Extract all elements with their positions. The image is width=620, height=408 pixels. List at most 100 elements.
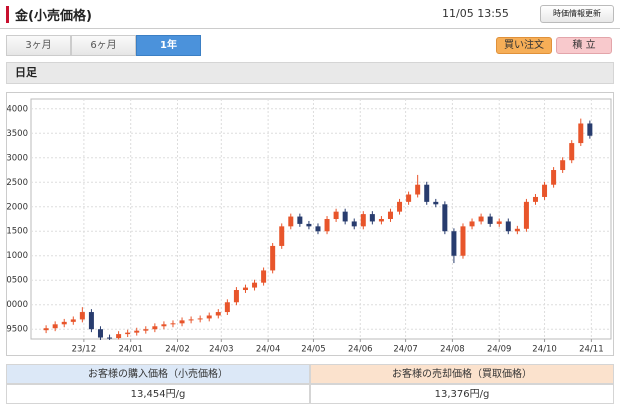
candle-body [333,211,339,219]
tab[interactable]: 3ヶ月 [6,35,71,56]
candle-body [179,320,185,324]
x-tick-label: 24/03 [209,345,234,355]
x-tick-label: 24/09 [487,345,512,355]
candle-body [215,312,221,316]
candle-body [451,231,457,256]
y-tick-label: 11500 [7,227,28,237]
chart-container: 9500 10000 10500 11000 11500 12000 12500 13000 1… [1,92,614,356]
candle-body [161,324,167,327]
table-value: 13,376円/g [310,384,614,404]
candle-body [270,245,276,271]
tab[interactable]: 6ヶ月 [71,35,136,56]
candle-body [261,270,267,283]
candle-body [315,226,321,232]
candle-body [532,196,538,202]
x-tick-label: 24/08 [440,345,465,355]
candle-body [587,123,593,136]
candle-body [487,216,493,224]
candle-body [134,330,140,333]
divider [0,28,620,29]
candle-body [505,221,511,232]
candle-body [523,201,529,229]
candle-body [415,184,421,195]
candle-body [406,194,412,202]
candle-body [242,287,248,291]
candle-body [324,219,330,232]
plot-area [30,98,612,340]
accumulate-button[interactable]: 積 立 [556,37,612,54]
candle-body [369,214,375,222]
buy-button[interactable]: 買い注文 [496,37,552,54]
candle-body [288,216,294,227]
x-tick-label: 24/04 [256,345,281,355]
candle-body [306,223,312,227]
y-tick-label: 10000 [7,300,28,310]
candle-body [143,329,149,331]
candle-body [116,334,122,339]
candle-body [79,312,85,320]
y-tick-label: 11000 [7,251,28,261]
x-tick-label: 24/10 [532,345,557,355]
candle-body [297,216,303,224]
refresh-button[interactable]: 時価情報更新 [540,5,614,23]
candle-body [43,328,49,331]
candle-body [224,302,230,313]
refresh-label: 時価情報更新 [553,9,601,18]
candle-body [496,221,502,224]
x-tick-label: 24/07 [393,345,418,355]
candle-body [433,201,439,205]
table-value: 13,454円/g [6,384,310,404]
header-accent [6,6,9,23]
candle-body [551,170,557,185]
candle-body [387,211,393,219]
candle-body [342,211,348,222]
candle-body [360,214,366,227]
candle-body [70,319,76,322]
y-tick-label: 10500 [7,276,28,286]
candle-body [152,326,158,330]
page-title: 金(小売価格) [15,9,92,24]
candle-body [560,160,566,171]
y-tick-label: 9500 [7,325,28,335]
candle-body [252,282,258,288]
candle-body [52,324,58,329]
candle-body [279,226,285,246]
candle-body [233,290,239,303]
y-tick-label: 14000 [7,104,28,114]
candle-body [206,315,212,319]
candle-body [97,329,103,338]
candle-body [397,201,403,212]
x-tick-label: 24/05 [301,345,326,355]
candle-body [542,184,548,197]
x-tick-label: 24/02 [165,345,190,355]
x-tick-label: 24/01 [118,345,143,355]
candle-body [61,321,67,325]
candle-body [197,318,203,320]
candle-body [469,221,475,227]
table-header: お客様の売却価格（買取価格） [310,364,614,384]
candle-body [442,204,448,232]
timestamp: 11/05 13:55 [442,7,509,20]
x-tick-label: 23/12 [72,345,97,355]
candle-body [578,123,584,144]
candle-body [424,184,430,202]
candle-body [378,219,384,222]
candle-body [514,228,520,232]
tab-active[interactable]: 1年 [136,35,201,56]
candle-body [125,332,131,335]
x-tick-label: 24/11 [579,345,604,355]
candle-body [88,312,94,330]
candle-body [351,221,357,227]
candle-body [478,216,484,222]
candle-body [569,143,575,161]
candle-body [188,319,194,321]
y-tick-label: 12000 [7,202,28,212]
section-label: 日足 [6,62,614,84]
chart: 9500 10000 10500 11000 11500 12000 12500 13000 1… [1,98,612,355]
table-header: お客様の購入価格（小売価格） [6,364,310,384]
y-tick-label: 13000 [7,153,28,163]
x-tick-label: 24/06 [348,345,373,355]
candle-body [107,337,113,339]
candle-body [170,323,176,325]
